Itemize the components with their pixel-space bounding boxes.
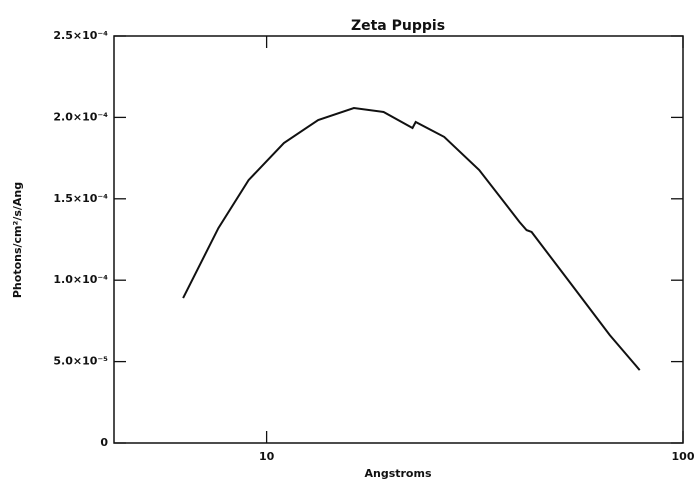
x-axis-label: Angstroms xyxy=(364,467,431,480)
spectrum-line xyxy=(182,106,641,371)
y-tick-label: 5.0×10⁻⁵ xyxy=(53,355,108,368)
y-tick-label: 2.5×10⁻⁴ xyxy=(53,29,108,42)
y-tick-label: 0 xyxy=(100,436,108,449)
chart-title: Zeta Puppis xyxy=(351,18,445,34)
y-tick-label: 1.5×10⁻⁴ xyxy=(53,192,108,205)
plot-frame xyxy=(113,35,684,444)
y-axis-label: Photons/cm²/s/Ang xyxy=(11,182,24,298)
x-tick-label: 10 xyxy=(259,450,275,463)
y-tick-label: 1.0×10⁻⁴ xyxy=(53,273,108,286)
x-tick-label: 100 xyxy=(672,450,695,463)
y-tick-label: 2.0×10⁻⁴ xyxy=(53,110,108,123)
